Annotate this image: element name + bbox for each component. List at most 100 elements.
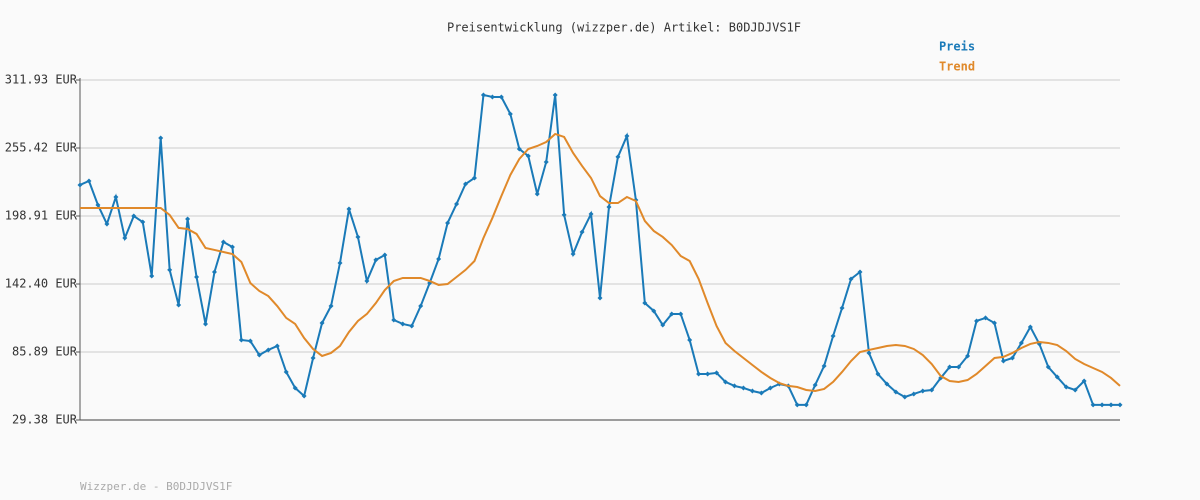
- point-marker: [283, 369, 289, 375]
- point-marker: [758, 390, 764, 396]
- point-marker: [463, 181, 469, 187]
- point-marker: [991, 320, 997, 326]
- point-marker: [848, 276, 854, 282]
- point-marker: [642, 300, 648, 306]
- point-marker: [1072, 387, 1078, 393]
- point-marker: [525, 153, 531, 159]
- y-tick-label: 311.93 EUR: [5, 73, 78, 87]
- point-marker: [1000, 358, 1006, 364]
- point-marker: [1045, 364, 1051, 370]
- point-marker: [1027, 324, 1033, 330]
- point-marker: [857, 269, 863, 275]
- point-marker: [122, 235, 128, 241]
- point-marker: [256, 352, 262, 358]
- point-marker: [687, 337, 693, 343]
- point-marker: [947, 364, 953, 370]
- point-marker: [176, 302, 182, 308]
- point-marker: [400, 321, 406, 327]
- point-marker: [167, 267, 173, 273]
- point-marker: [884, 381, 890, 387]
- point-marker: [391, 317, 397, 323]
- point-marker: [956, 364, 962, 370]
- point-marker: [821, 363, 827, 369]
- footer: Wizzper.de - B0DJDJVS1F: [80, 480, 232, 493]
- point-marker: [929, 387, 935, 393]
- point-marker: [714, 370, 720, 376]
- point-marker: [292, 385, 298, 391]
- point-marker: [1018, 340, 1024, 346]
- point-marker: [471, 175, 477, 181]
- point-marker: [418, 303, 424, 309]
- point-marker: [158, 135, 164, 141]
- point-marker: [489, 94, 495, 100]
- point-marker: [498, 94, 504, 100]
- point-marker: [507, 111, 513, 117]
- point-marker: [346, 206, 352, 212]
- point-marker: [220, 239, 226, 245]
- point-marker: [445, 220, 451, 226]
- point-marker: [185, 216, 191, 222]
- point-marker: [911, 391, 917, 397]
- point-marker: [920, 388, 926, 394]
- point-marker: [77, 182, 83, 188]
- point-marker: [104, 221, 110, 227]
- point-marker: [830, 333, 836, 339]
- point-marker: [382, 252, 388, 258]
- point-marker: [337, 260, 343, 266]
- point-marker: [355, 234, 361, 240]
- point-marker: [803, 402, 809, 408]
- point-marker: [965, 353, 971, 359]
- point-marker: [812, 382, 818, 388]
- chart-title: Preisentwicklung (wizzper.de) Artikel: B…: [447, 21, 801, 35]
- point-marker: [265, 347, 271, 353]
- point-marker: [1117, 402, 1123, 408]
- y-tick-label: 85.89 EUR: [12, 345, 78, 359]
- point-marker: [364, 278, 370, 284]
- y-tick-label: 142.40 EUR: [5, 277, 78, 291]
- point-marker: [902, 394, 908, 400]
- legend-label: Trend: [939, 60, 975, 74]
- point-marker: [866, 350, 872, 356]
- point-marker: [767, 385, 773, 391]
- legend-label: Preis: [939, 40, 975, 54]
- point-marker: [561, 212, 567, 218]
- point-marker: [606, 204, 612, 210]
- point-marker: [229, 244, 235, 250]
- point-marker: [579, 229, 585, 235]
- point-marker: [1099, 402, 1105, 408]
- point-marker: [247, 338, 253, 344]
- point-marker: [624, 133, 630, 139]
- point-marker: [723, 379, 729, 385]
- point-marker: [140, 219, 146, 225]
- point-marker: [839, 305, 845, 311]
- point-marker: [1108, 402, 1114, 408]
- point-marker: [552, 92, 558, 98]
- point-marker: [436, 256, 442, 262]
- point-marker: [1090, 402, 1096, 408]
- point-marker: [1054, 374, 1060, 380]
- point-marker: [131, 213, 137, 219]
- point-marker: [301, 393, 307, 399]
- point-marker: [588, 211, 594, 217]
- point-marker: [543, 159, 549, 165]
- point-marker: [480, 92, 486, 98]
- point-marker: [893, 389, 899, 395]
- point-marker: [660, 322, 666, 328]
- point-marker: [749, 388, 755, 394]
- point-marker: [516, 146, 522, 152]
- point-marker: [86, 178, 92, 184]
- point-marker: [319, 320, 325, 326]
- y-tick-label: 29.38 EUR: [12, 413, 78, 427]
- point-marker: [1009, 355, 1015, 361]
- point-marker: [194, 274, 200, 280]
- y-tick-label: 255.42 EUR: [5, 141, 78, 155]
- point-marker: [983, 315, 989, 321]
- point-marker: [678, 311, 684, 317]
- point-marker: [328, 303, 334, 309]
- point-marker: [794, 402, 800, 408]
- point-marker: [731, 383, 737, 389]
- point-marker: [409, 323, 415, 329]
- y-tick-label: 198.91 EUR: [5, 209, 78, 223]
- point-marker: [705, 371, 711, 377]
